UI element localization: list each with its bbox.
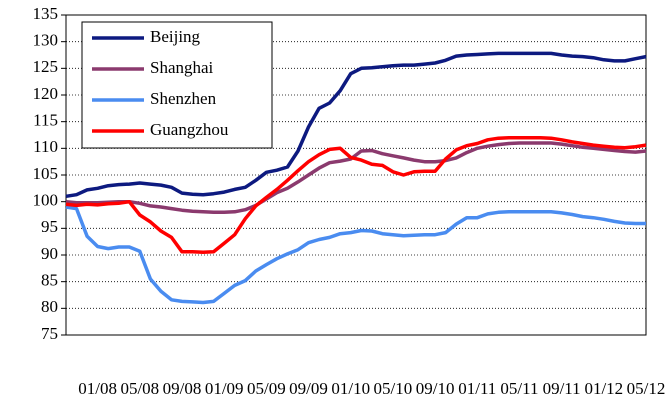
plot-frame	[65, 14, 647, 336]
legend-label: Beijing	[150, 27, 201, 46]
y-tick-label: 95	[41, 217, 58, 236]
series-line	[65, 205, 646, 305]
y-tick-label: 125	[33, 57, 59, 76]
x-tick-label: 09/10	[416, 379, 455, 398]
series-line	[65, 141, 647, 215]
x-tick-label: 01/11	[458, 379, 496, 398]
x-tick-label: 09/09	[289, 379, 328, 398]
x-tick-label: 05/12	[627, 379, 666, 398]
legend-label: Shanghai	[150, 58, 214, 77]
y-tick-label: 90	[41, 244, 58, 263]
y-tick-label: 85	[41, 271, 58, 290]
x-tick-label: 01/08	[78, 379, 117, 398]
x-tick-label: 09/11	[543, 379, 581, 398]
y-tick-label: 120	[33, 84, 59, 103]
x-tick-label: 01/10	[331, 379, 370, 398]
series-line	[65, 51, 647, 199]
legend-label: Shenzhen	[150, 89, 217, 108]
x-tick-label: 05/10	[374, 379, 413, 398]
x-tick-label: 05/08	[120, 379, 159, 398]
y-tick-label: 110	[33, 137, 58, 156]
y-tick-label: 75	[41, 324, 58, 343]
x-tick-label: 01/12	[584, 379, 623, 398]
y-tick-label: 105	[33, 164, 59, 183]
y-tick-label: 100	[33, 191, 59, 210]
x-tick-label: 09/08	[163, 379, 202, 398]
x-tick-label: 05/09	[247, 379, 286, 398]
y-tick-label: 130	[33, 31, 59, 50]
legend-label: Guangzhou	[150, 120, 229, 139]
x-tick-label: 05/11	[500, 379, 538, 398]
y-tick-label: 115	[33, 111, 58, 130]
y-tick-label: 135	[33, 4, 59, 23]
legend-box	[81, 21, 273, 149]
series-line	[65, 135, 647, 255]
y-tick-label: 80	[41, 297, 58, 316]
x-tick-label: 01/09	[205, 379, 244, 398]
